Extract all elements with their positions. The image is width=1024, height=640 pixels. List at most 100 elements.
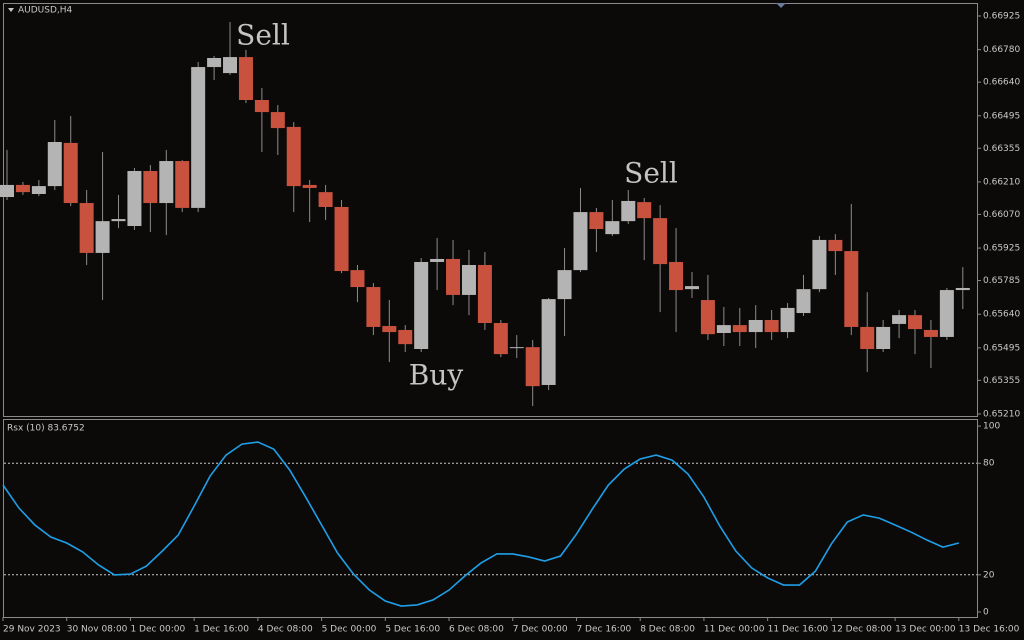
candle-body [430,258,445,262]
y-tick-label: 0.66925 [983,11,1020,21]
candle-body [143,171,158,204]
candle-body [541,299,556,385]
x-tick-label: 11 Dec 16:00 [768,625,829,635]
candle-body [876,326,891,350]
annotation: Sell [624,157,678,190]
candle-body [350,270,365,288]
x-tick-label: 12 Dec 08:00 [831,625,892,635]
y-tick-label: 0.65495 [983,343,1020,353]
x-tick-label: 7 Dec 00:00 [513,625,568,635]
y-tick-label: 0 [983,607,989,617]
x-tick-label: 5 Dec 16:00 [385,625,440,635]
candle-body [63,142,78,204]
y-tick-label: 0.66070 [983,210,1020,220]
candle-body [286,126,301,187]
candle-body [780,307,795,333]
candle-body [238,57,253,101]
candle-body [684,286,699,290]
candle-body [398,329,413,345]
candle-body [844,251,859,327]
x-tick-label: 1 Dec 00:00 [130,625,185,635]
candle-body [175,161,190,208]
candle-body [302,184,317,188]
y-tick-label: 0.65210 [983,409,1020,419]
candle-body [47,142,62,187]
x-tick-label: 1 Dec 16:00 [194,625,249,635]
candle-body [318,192,333,207]
shift-marker [776,3,786,8]
candle-body [908,315,923,330]
y-tick-label: 0.65355 [983,376,1020,386]
y-tick-label: 0.66640 [983,78,1020,88]
y-tick-label: 20 [983,570,995,580]
candle-body [334,206,349,272]
candle-body [493,323,508,355]
candle-body [509,347,524,349]
candle-body [477,264,492,324]
candle-body [525,347,540,387]
candle-body [939,290,954,337]
x-tick-label: 5 Dec 00:00 [322,625,377,635]
symbol-title: AUDUSD,H4 [18,6,73,16]
candle-body [461,264,476,295]
y-tick-label: 0.66210 [983,177,1020,187]
candle-body [446,258,461,295]
candle-body [270,112,285,129]
annotation: Buy [409,359,464,392]
candle-body [159,161,174,204]
y-tick-label: 80 [983,459,995,469]
x-tick-label: 29 Nov 2023 [3,625,61,635]
candle-body [111,219,126,222]
x-tick-label: 13 Dec 00:00 [895,625,956,635]
candle-body [653,218,668,265]
candle-body [414,261,429,350]
candle-body [637,202,652,219]
candle-body [812,239,827,290]
y-tick-label: 0.65640 [983,310,1020,320]
candle-body [95,221,110,253]
x-tick-label: 6 Dec 08:00 [449,625,504,635]
candle-body [621,200,636,222]
candle-body [79,203,94,253]
candle-body [589,212,604,230]
candle-body [254,100,269,113]
candle-body [31,186,46,194]
candle-body [573,212,588,271]
candle-body [191,67,206,208]
indicator-panel [3,419,978,618]
x-tick-label: 11 Dec 00:00 [704,625,765,635]
y-tick-label: 0.66355 [983,144,1020,154]
candle-body [700,300,715,335]
candle-body [15,184,30,193]
annotation: Sell [236,19,290,52]
candle-body [0,184,14,198]
y-tick-label: 100 [983,422,1000,432]
candle-body [366,287,381,327]
y-tick-label: 0.66780 [983,45,1020,55]
candle-body [223,57,238,74]
price-panel [3,3,978,417]
candle-body [716,325,731,333]
candle-body [860,326,875,350]
candle-body [828,239,843,252]
y-tick-label: 0.65785 [983,276,1020,286]
y-tick-label: 0.66495 [983,111,1020,121]
candle-body [892,315,907,324]
candle-body [923,329,938,337]
x-tick-label: 7 Dec 16:00 [576,625,631,635]
x-tick-label: 8 Dec 08:00 [640,625,695,635]
x-tick-label: 13 Dec 16:00 [959,625,1020,635]
candle-body [748,319,763,333]
y-tick-label: 0.65925 [983,244,1020,254]
x-tick-label: 4 Dec 08:00 [258,625,313,635]
candle-body [764,319,779,333]
candle-body [669,261,684,291]
indicator-line [2,441,959,607]
candle-body [605,221,620,235]
candle-body [207,57,222,68]
candle-body [732,325,747,333]
candle-body [796,289,811,314]
symbol-menu [8,8,14,12]
